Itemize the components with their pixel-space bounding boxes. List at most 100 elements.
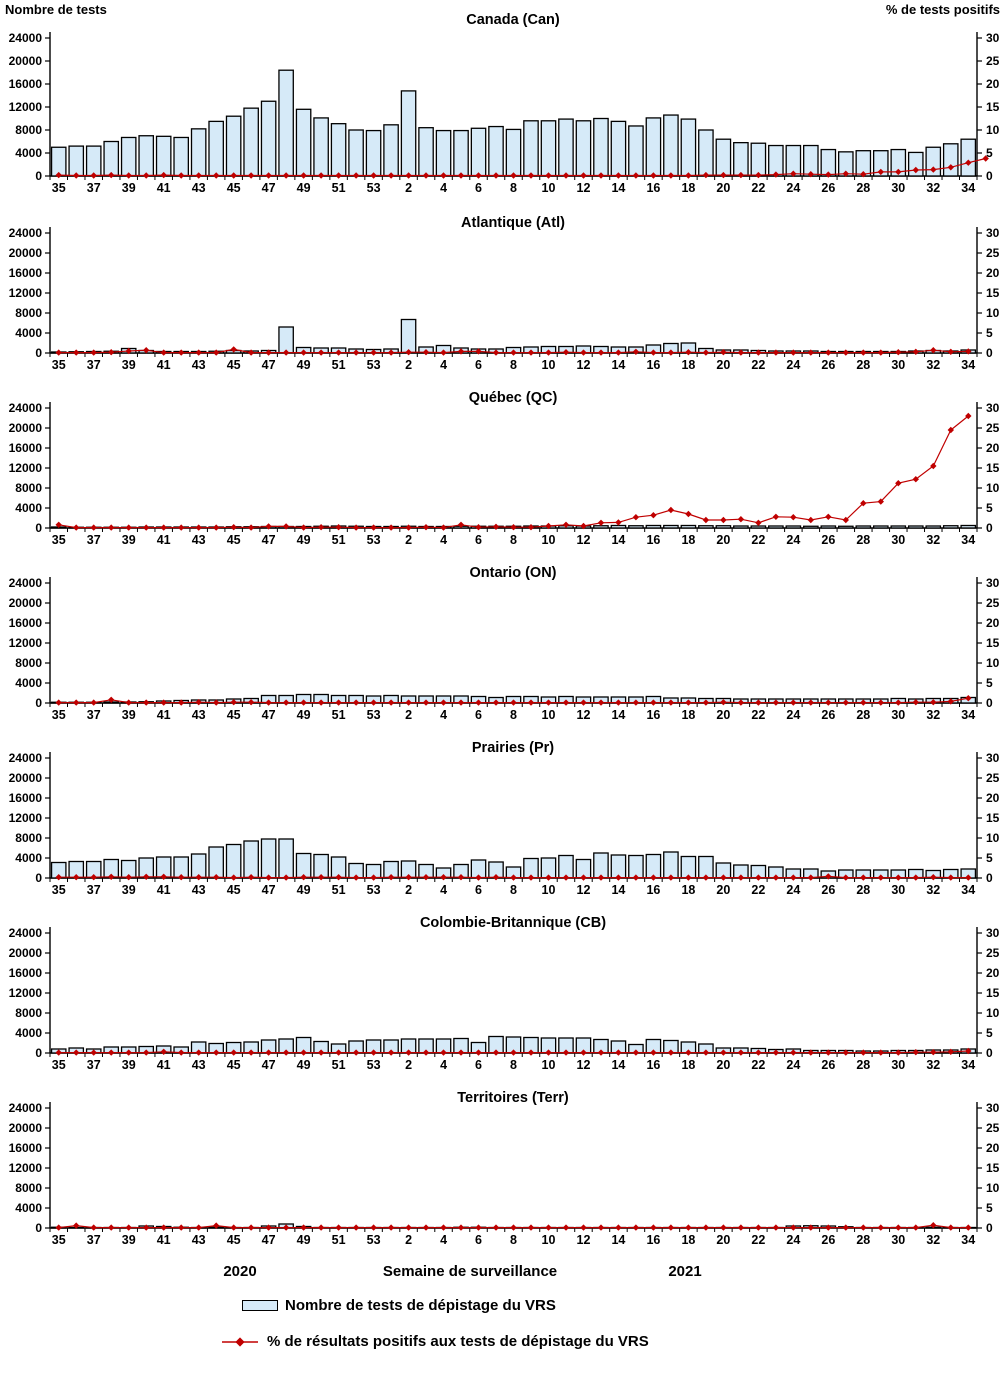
svg-text:53: 53 [367,181,381,195]
svg-text:14: 14 [611,883,625,897]
svg-text:5: 5 [986,501,993,515]
pct-line-swatch [222,1336,258,1347]
svg-text:0: 0 [986,696,993,710]
svg-text:12000: 12000 [9,636,43,650]
svg-text:16: 16 [646,1233,660,1247]
svg-text:16000: 16000 [9,791,43,805]
svg-text:25: 25 [986,54,1000,68]
svg-text:22: 22 [751,533,765,547]
svg-text:47: 47 [262,1233,276,1247]
svg-text:45: 45 [227,1058,241,1072]
svg-text:53: 53 [367,533,381,547]
svg-text:24000: 24000 [9,926,43,940]
svg-text:0: 0 [35,1221,42,1235]
svg-text:16000: 16000 [9,266,43,280]
svg-text:10: 10 [542,708,556,722]
svg-text:32: 32 [926,181,940,195]
svg-text:43: 43 [192,181,206,195]
svg-text:39: 39 [122,1233,136,1247]
svg-text:53: 53 [367,883,381,897]
svg-text:6: 6 [475,708,482,722]
svg-text:51: 51 [332,883,346,897]
svg-text:10: 10 [986,831,1000,845]
pct-diamond-markers [55,873,972,881]
svg-text:47: 47 [262,883,276,897]
svg-text:14: 14 [611,358,625,372]
svg-text:43: 43 [192,1233,206,1247]
svg-text:12: 12 [577,883,591,897]
svg-text:16: 16 [646,533,660,547]
pct-diamond-markers [55,412,972,531]
svg-text:47: 47 [262,358,276,372]
svg-text:51: 51 [332,358,346,372]
tests-bar-swatch [242,1300,278,1311]
svg-text:24: 24 [786,883,800,897]
svg-text:20: 20 [986,77,1000,91]
svg-text:28: 28 [856,181,870,195]
svg-text:0: 0 [986,1221,993,1235]
svg-text:32: 32 [926,883,940,897]
svg-text:8000: 8000 [15,831,42,845]
svg-text:30: 30 [986,31,1000,45]
svg-text:45: 45 [227,358,241,372]
svg-text:16000: 16000 [9,77,43,91]
svg-text:15: 15 [986,986,1000,1000]
svg-text:20: 20 [716,1058,730,1072]
svg-text:34: 34 [961,358,975,372]
chart-panel-colombie-britannique-cb: Colombie-Britannique (CB) 0 4000 8000 12000 1… [9,915,1000,1072]
svg-text:24000: 24000 [9,226,43,240]
svg-text:2: 2 [405,883,412,897]
svg-text:20: 20 [986,966,1000,980]
svg-text:22: 22 [751,708,765,722]
svg-text:4000: 4000 [15,501,42,515]
svg-text:41: 41 [157,708,171,722]
svg-text:43: 43 [192,1058,206,1072]
svg-text:24: 24 [786,708,800,722]
svg-text:39: 39 [122,1058,136,1072]
svg-text:53: 53 [367,1233,381,1247]
svg-text:25: 25 [986,946,1000,960]
svg-text:45: 45 [227,708,241,722]
svg-text:47: 47 [262,533,276,547]
svg-text:18: 18 [681,181,695,195]
legend-item-pct: % de résultats positifs aux tests de dép… [220,1333,649,1350]
svg-text:8: 8 [510,708,517,722]
svg-text:30: 30 [986,751,1000,765]
svg-text:22: 22 [751,883,765,897]
svg-text:8: 8 [510,181,517,195]
right-axis-title: % de tests positifs [886,2,1000,17]
svg-text:28: 28 [856,1233,870,1247]
panel-title: Atlantique (Atl) [461,215,565,231]
svg-text:5: 5 [986,326,993,340]
svg-text:34: 34 [961,1058,975,1072]
svg-text:51: 51 [332,1058,346,1072]
svg-text:16: 16 [646,181,660,195]
svg-text:39: 39 [122,181,136,195]
svg-text:16000: 16000 [9,616,43,630]
svg-text:12: 12 [577,181,591,195]
svg-text:4000: 4000 [15,851,42,865]
svg-text:20000: 20000 [9,421,43,435]
svg-text:12: 12 [577,358,591,372]
svg-text:20000: 20000 [9,596,43,610]
svg-text:10: 10 [986,1006,1000,1020]
svg-text:30: 30 [891,533,905,547]
svg-text:18: 18 [681,1233,695,1247]
svg-text:39: 39 [122,883,136,897]
panel-title: Québec (QC) [469,390,558,406]
svg-text:34: 34 [961,181,975,195]
svg-text:35: 35 [52,181,66,195]
svg-text:41: 41 [157,1058,171,1072]
svg-text:45: 45 [227,1233,241,1247]
svg-text:22: 22 [751,358,765,372]
tests-bars [50,318,977,354]
svg-text:8000: 8000 [15,1181,42,1195]
svg-text:26: 26 [821,1058,835,1072]
tests-bars [50,69,977,177]
svg-text:30: 30 [891,708,905,722]
svg-text:32: 32 [926,1058,940,1072]
svg-text:32: 32 [926,708,940,722]
svg-text:0: 0 [986,521,993,535]
svg-text:14: 14 [611,533,625,547]
svg-text:26: 26 [821,1233,835,1247]
